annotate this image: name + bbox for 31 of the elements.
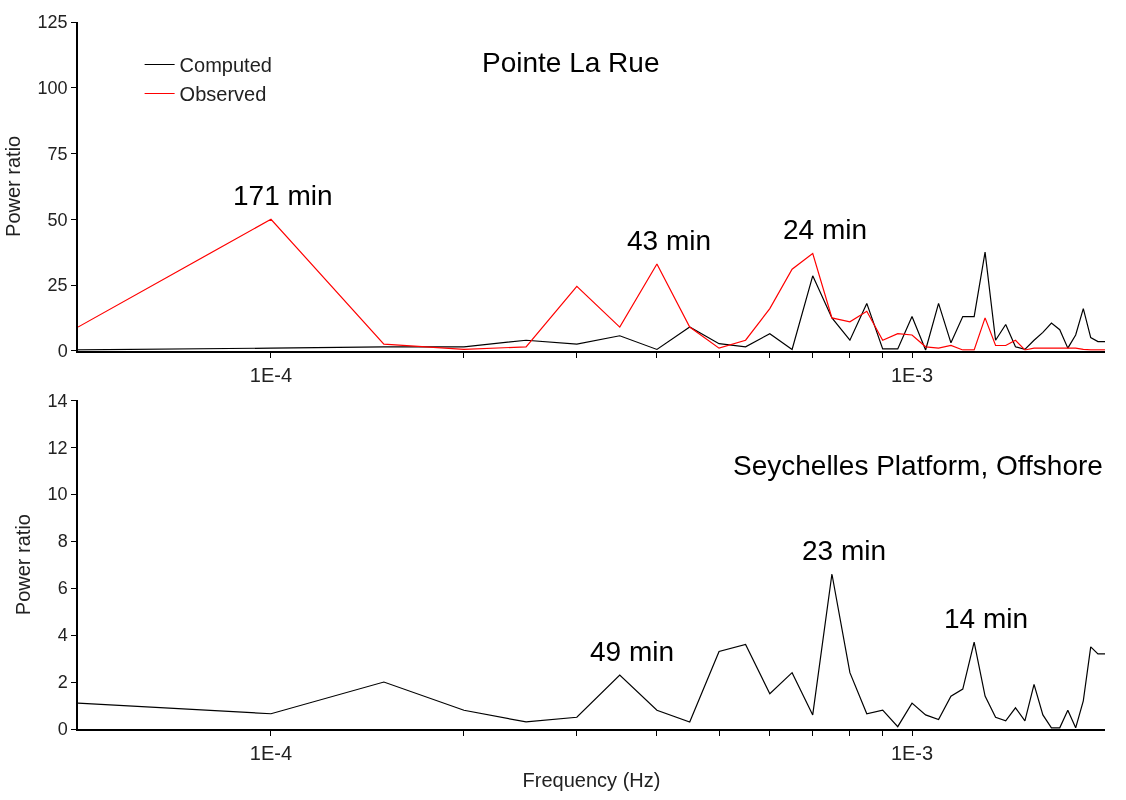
y-tick-label: 50	[47, 209, 68, 230]
y-tick-label: 10	[47, 484, 68, 505]
x-tick-label: 1E-4	[249, 363, 293, 386]
annotation: 24 min	[783, 214, 868, 245]
x-tick-label: 1E-4	[249, 741, 293, 764]
y-tick-label: 125	[37, 12, 68, 33]
annotation: 43 min	[627, 225, 712, 256]
y-tick-label: 6	[57, 578, 68, 599]
annotation: 23 min	[802, 535, 887, 566]
legend-label: Observed	[179, 83, 267, 106]
x-tick-label: 1E-3	[890, 741, 934, 764]
x-axis-title: Frequency (Hz)	[522, 768, 661, 791]
y-tick-label: 14	[47, 390, 68, 411]
y-tick-label: 100	[37, 78, 68, 99]
y-tick-label: 0	[57, 341, 68, 362]
text: Pointe La Rue	[482, 47, 660, 78]
text: Seychelles Platform, Offshore	[733, 450, 1103, 481]
y-axis-title: Power ratio	[1, 135, 24, 237]
y-axis-title: Power ratio	[11, 514, 34, 616]
legend-label: Computed	[179, 54, 272, 77]
y-tick-label: 0	[57, 719, 68, 740]
y-tick-label: 4	[57, 625, 68, 646]
y-tick-label: 25	[47, 275, 68, 296]
x-tick-label: 1E-3	[890, 363, 934, 386]
annotation: 171 min	[233, 180, 333, 211]
annotation: 14 min	[944, 603, 1029, 634]
y-tick-label: 75	[47, 143, 68, 164]
annotation: 49 min	[590, 636, 675, 667]
y-tick-label: 8	[57, 531, 68, 552]
y-tick-label: 12	[47, 437, 68, 458]
y-tick-label: 2	[57, 672, 68, 693]
